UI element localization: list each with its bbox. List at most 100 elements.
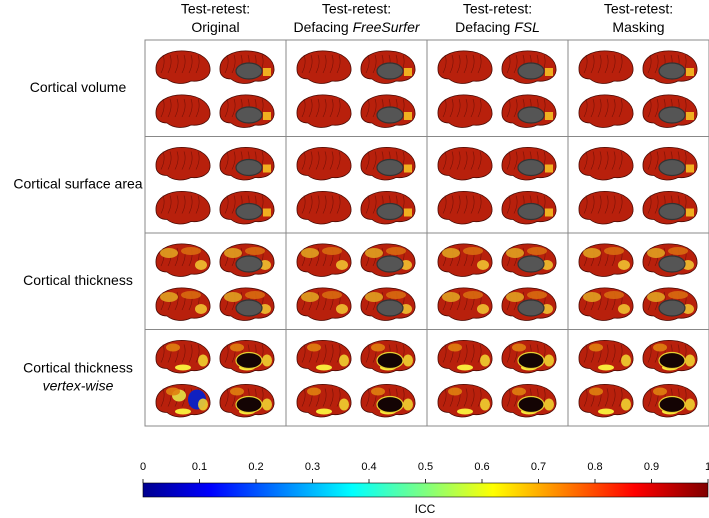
brain-sulcus: [322, 54, 327, 74]
brain-sulcus: [506, 54, 511, 74]
brain-patch: [322, 291, 342, 299]
brain-sulcus: [181, 344, 186, 363]
brain-sulcus: [654, 54, 659, 74]
brain-sulcus: [611, 388, 616, 407]
brain-patch: [371, 343, 385, 352]
column-subtitle-text: Original: [191, 19, 239, 35]
colorbar-tick-label: 1: [705, 461, 709, 473]
brain-sulcus: [618, 388, 623, 407]
row-label: Cortical volume: [30, 79, 127, 95]
brain-medial-wall: [517, 395, 545, 414]
brain-medial-wall: [517, 255, 545, 273]
brain-sulcus: [224, 388, 229, 407]
brain-sulcus: [365, 388, 370, 407]
brain-sulcus: [336, 98, 341, 118]
brain-sulcus: [470, 344, 475, 363]
brain-surface: [578, 191, 634, 225]
brain-sulcus: [477, 98, 482, 118]
brain-sulcus: [329, 344, 334, 363]
brain-patch: [307, 387, 321, 396]
column-title: Test-retest:: [604, 1, 673, 17]
brain-sulcus: [590, 54, 595, 74]
brain-sulcus: [449, 54, 454, 74]
brain-sulcus: [647, 388, 652, 407]
brain-sulcus: [647, 98, 652, 118]
brain-medial-wall: [658, 255, 686, 273]
brain-sulcus: [597, 291, 602, 311]
brain-sulcus: [372, 54, 377, 74]
column-subtitle: Defacing FSL: [455, 19, 540, 35]
brain-patch: [365, 292, 383, 302]
brain-patch: [545, 112, 553, 120]
brain-sulcus: [365, 54, 370, 74]
row-label-emphasis: vertex-wise: [43, 377, 114, 393]
brain-sulcus: [506, 151, 511, 170]
brain-patch: [224, 292, 242, 302]
column-title: Test-retest:: [181, 1, 250, 17]
brain-patch: [339, 398, 349, 411]
brain-patch: [463, 247, 483, 255]
brain-patch: [365, 248, 383, 258]
brain-patch: [262, 398, 272, 411]
row-label: Cortical thickness: [23, 272, 133, 288]
brain-sulcus: [224, 151, 229, 170]
brain-patch: [448, 387, 462, 396]
brain-sulcus: [654, 98, 659, 118]
brain-patch: [506, 248, 524, 258]
brain-sulcus: [174, 98, 179, 118]
brain-surface: [437, 50, 493, 84]
brain-patch: [598, 364, 614, 371]
brain-sulcus: [188, 54, 193, 74]
brain-surface: [155, 94, 211, 128]
brain-sulcus: [308, 54, 313, 74]
brain-sulcus: [513, 151, 518, 170]
brain-medial-wall: [235, 255, 263, 273]
brain-sulcus: [224, 344, 229, 363]
brain-sulcus: [322, 388, 327, 407]
column-title: Test-retest:: [322, 1, 391, 17]
brain-surface: [578, 50, 634, 84]
column-subtitle-text: Defacing: [293, 19, 352, 35]
brain-sulcus: [442, 195, 447, 214]
brain-sulcus: [160, 98, 165, 118]
brain-sulcus: [456, 151, 461, 170]
brain-sulcus: [181, 151, 186, 170]
brain-sulcus: [506, 388, 511, 407]
brain-patch: [604, 247, 624, 255]
brain-sulcus: [442, 344, 447, 363]
brain-patch: [181, 247, 201, 255]
brain-patch: [195, 260, 207, 270]
brain-sulcus: [604, 388, 609, 407]
brain-sulcus: [442, 151, 447, 170]
brain-patch: [527, 247, 547, 255]
brain-sulcus: [597, 195, 602, 214]
brain-medial-wall: [517, 158, 545, 177]
brain-surface: [155, 191, 211, 225]
brain-medial-wall: [517, 62, 545, 80]
brain-sulcus: [449, 195, 454, 214]
brain-patch: [477, 260, 489, 270]
brain-patch: [386, 247, 406, 255]
brain-sulcus: [442, 98, 447, 118]
brain-sulcus: [618, 151, 623, 170]
brain-sulcus: [322, 151, 327, 170]
brain-sulcus: [195, 195, 200, 214]
brain-patch: [195, 304, 207, 314]
brain-patch: [685, 354, 695, 367]
brain-medial-wall: [658, 106, 686, 124]
brain-patch: [621, 398, 631, 411]
brain-sulcus: [167, 54, 172, 74]
brain-patch: [618, 260, 630, 270]
brain-sulcus: [372, 151, 377, 170]
colorbar-tick-label: 0.5: [418, 461, 433, 473]
brain-patch: [512, 387, 526, 396]
colorbar-label: ICC: [415, 502, 436, 516]
brain-patch: [653, 343, 667, 352]
brain-medial-wall: [376, 255, 404, 273]
brain-sulcus: [315, 291, 320, 311]
brain-surface: [296, 94, 352, 128]
brain-sulcus: [195, 151, 200, 170]
brain-patch: [457, 408, 473, 415]
brain-sulcus: [449, 98, 454, 118]
